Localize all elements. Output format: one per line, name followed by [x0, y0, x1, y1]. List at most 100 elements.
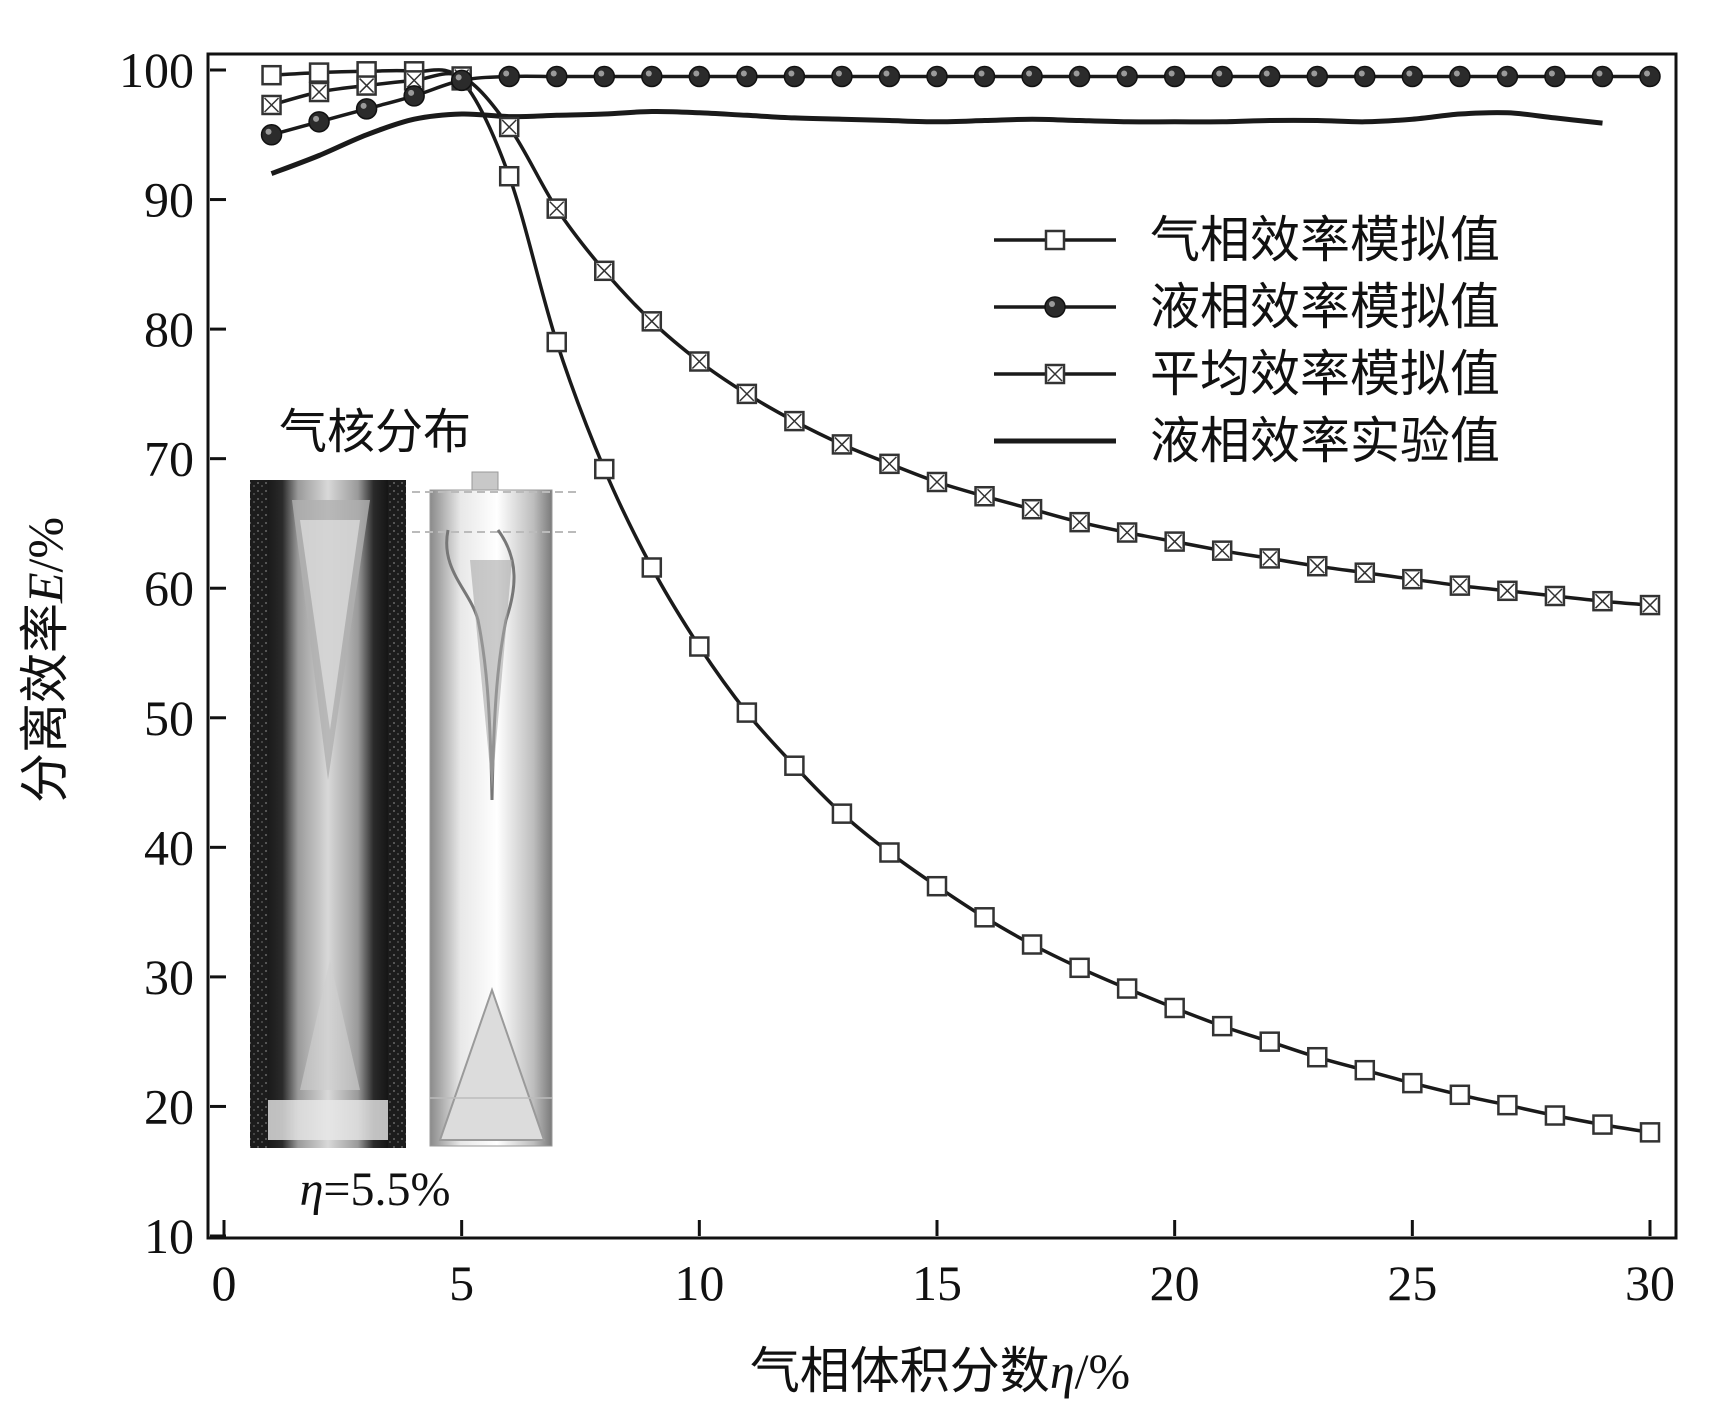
inset-caption-symbol: η	[300, 1163, 324, 1216]
legend-label: 气相效率模拟值	[1150, 211, 1500, 269]
data-point	[1068, 65, 1091, 88]
y-axis-title: 分离效率E/%	[16, 517, 74, 803]
data-point	[831, 65, 853, 88]
data-point	[784, 755, 805, 776]
inset-photo	[250, 480, 406, 1148]
data-point	[260, 124, 283, 146]
data-point	[1639, 1122, 1661, 1143]
data-point	[308, 111, 330, 133]
data-point-highlight	[1073, 70, 1080, 77]
x-axis-title-text: 气相体积分数	[750, 1342, 1050, 1400]
x-tick-label: 25	[1387, 1255, 1437, 1311]
data-point-highlight	[550, 70, 557, 77]
data-point	[974, 907, 995, 928]
data-point	[1449, 1084, 1471, 1106]
y-tick-label: 20	[144, 1078, 194, 1134]
data-point-highlight	[1358, 70, 1365, 77]
data-point-highlight	[503, 70, 510, 77]
data-point-cross	[786, 413, 802, 429]
series-3	[261, 66, 1661, 616]
data-point-cross	[1404, 571, 1420, 587]
legend-label: 液相效率实验值	[1150, 412, 1500, 470]
data-point	[736, 65, 758, 88]
data-point-highlight	[1168, 70, 1175, 77]
data-point	[689, 636, 710, 657]
data-point	[783, 65, 806, 88]
y-axis-title-unit: /%	[17, 517, 73, 573]
data-point-cross	[311, 84, 327, 100]
data-point	[1592, 1114, 1613, 1135]
data-point-cross	[929, 474, 945, 490]
y-tick-label: 80	[144, 301, 194, 357]
data-point-cross	[1642, 597, 1658, 613]
x-tick-label: 5	[449, 1255, 474, 1311]
x-axis-title: 气相体积分数η/%	[750, 1342, 1130, 1400]
inset-caption: η=5.5%	[300, 1163, 451, 1216]
legend-item: 液相效率实验值	[994, 412, 1500, 470]
series-4	[270, 108, 1603, 176]
y-tick-label: 70	[144, 431, 194, 487]
data-point-cross	[1119, 524, 1135, 541]
data-point-highlight	[455, 74, 462, 81]
data-point-cross	[1072, 514, 1088, 530]
data-point-cross	[739, 386, 755, 402]
data-point-cross	[1547, 588, 1563, 604]
data-point	[973, 65, 996, 88]
inset-title: 气核分布	[279, 404, 471, 460]
data-point	[355, 98, 378, 120]
data-point	[545, 65, 568, 88]
data-point	[403, 85, 425, 107]
data-point	[1496, 65, 1519, 88]
x-axis-title-unit: /%	[1075, 1343, 1131, 1399]
data-point	[879, 842, 900, 863]
data-point-highlight	[1121, 70, 1128, 77]
y-tick-label: 90	[144, 172, 194, 228]
legend-label: 液相效率模拟值	[1150, 278, 1500, 336]
data-point	[641, 557, 663, 578]
data-point-highlight	[931, 70, 937, 77]
legend-marker-highlight	[1049, 301, 1055, 307]
data-point-cross	[881, 456, 897, 472]
data-point	[593, 65, 616, 88]
inset-caption-text: =5.5%	[323, 1163, 450, 1216]
data-point-cross	[1499, 583, 1515, 599]
data-point	[1401, 65, 1424, 88]
data-point-highlight	[1406, 70, 1413, 77]
data-point-highlight	[1501, 70, 1508, 77]
axes: 0 5 10 15 20 25 30 10 20 30 40 50 60 70 80 90 100	[119, 42, 1678, 1311]
data-point-highlight	[1644, 70, 1650, 77]
data-point	[736, 702, 758, 723]
y-tick-label: 40	[144, 819, 194, 875]
data-point-highlight	[1548, 70, 1555, 77]
data-point	[1258, 65, 1281, 88]
inset-simulation	[412, 471, 578, 1147]
data-point-cross	[1594, 593, 1611, 609]
data-point	[1069, 957, 1090, 979]
data-point	[1307, 1046, 1328, 1068]
legend-marker	[1044, 229, 1066, 251]
data-point	[1497, 1094, 1518, 1116]
data-point	[1211, 1015, 1233, 1037]
data-point	[641, 65, 663, 88]
data-point	[1354, 1059, 1376, 1081]
y-tick-label: 100	[119, 42, 194, 98]
data-point	[308, 62, 330, 83]
data-point-cross	[977, 488, 993, 504]
data-point-highlight	[1263, 70, 1270, 77]
data-point	[1211, 65, 1233, 88]
data-point-highlight	[788, 70, 795, 77]
x-axis-ticks: 0 5 10 15 20 25 30	[212, 1220, 1675, 1311]
data-point-highlight	[1311, 70, 1318, 77]
data-point	[1544, 65, 1566, 88]
data-point-cross	[1452, 578, 1468, 594]
data-point	[1163, 65, 1186, 88]
data-point	[261, 64, 282, 86]
data-point-cross	[1309, 558, 1325, 574]
data-point	[1544, 1105, 1566, 1126]
y-tick-label: 60	[144, 560, 194, 616]
series-layer	[260, 61, 1661, 1143]
data-point	[1021, 65, 1043, 88]
data-point-highlight	[835, 70, 842, 77]
